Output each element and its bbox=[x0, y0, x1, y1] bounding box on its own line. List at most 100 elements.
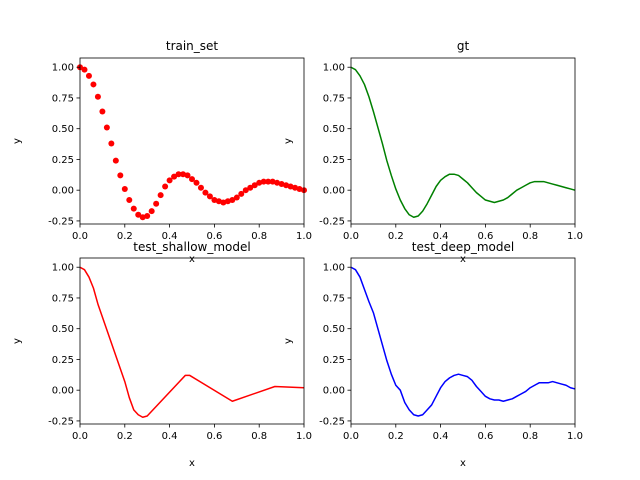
x-tick-label: 0.8 bbox=[522, 231, 538, 242]
data-point bbox=[153, 200, 160, 207]
subplot-gt: gt 0.0 0.2 0.4 0.6 0.8 1.0-0.250.000.250.500.… bbox=[283, 39, 583, 265]
data-point bbox=[90, 81, 97, 88]
x-tick-label: 0.4 bbox=[162, 231, 178, 242]
x-tick-label: 0.8 bbox=[251, 231, 267, 242]
subplot-test-shallow-model: test_shallow_model 0.0 0.2 0.4 0.6 0.8 1.0 -0.… bbox=[12, 240, 312, 469]
y-axis-label: y bbox=[283, 138, 294, 144]
data-point bbox=[206, 193, 213, 200]
y-tick-label: 0.00 bbox=[323, 186, 345, 197]
data-point bbox=[242, 187, 249, 194]
subplot-title: gt bbox=[457, 39, 470, 53]
x-tick-label: 0.8 bbox=[522, 431, 538, 442]
y-tick-label: 1.00 bbox=[52, 63, 74, 74]
y-axis-label: y bbox=[283, 338, 294, 344]
x-tick-label: 0.4 bbox=[433, 231, 449, 242]
y-tick-label: 0.50 bbox=[323, 324, 345, 335]
data-point bbox=[112, 157, 119, 164]
data-point bbox=[94, 93, 101, 100]
data-point bbox=[81, 66, 88, 73]
x-tick-label: 1.0 bbox=[296, 231, 312, 242]
subplot-train-set: train_set 0.0 0.2 0.4 0.6 0.8 1.0 -0.25 0.00 0.2… bbox=[12, 39, 312, 265]
data-point bbox=[166, 177, 173, 184]
plot-area: 0.0 0.2 0.4 0.6 0.8 1.0 -0.25 0.00 0.25 0.50 0.75 1… bbox=[48, 57, 312, 242]
y-tick-label: 0.75 bbox=[323, 93, 345, 104]
x-tick-label: 0.6 bbox=[477, 431, 493, 442]
y-tick-label: -0.25 bbox=[48, 216, 74, 227]
y-tick-label: 1.00 bbox=[323, 63, 345, 74]
x-axis-label: x bbox=[189, 458, 195, 469]
data-point bbox=[162, 183, 169, 190]
x-tick-label: 0.4 bbox=[162, 431, 178, 442]
scatter-series bbox=[77, 64, 307, 221]
axes-frame bbox=[79, 257, 305, 425]
data-point bbox=[197, 184, 204, 191]
y-tick-label: 0.50 bbox=[52, 124, 74, 135]
x-tick-label: 0.6 bbox=[206, 231, 222, 242]
data-point bbox=[251, 182, 258, 189]
x-tick-label: 1.0 bbox=[567, 431, 583, 442]
y-tick-label: 0.50 bbox=[52, 324, 74, 335]
x-tick-label: 0.2 bbox=[117, 231, 133, 242]
data-point bbox=[85, 72, 92, 79]
x-axis-label: x bbox=[460, 458, 466, 469]
data-point bbox=[247, 184, 254, 191]
y-tick-label: 0.25 bbox=[52, 355, 74, 366]
subplot-title: train_set bbox=[166, 39, 219, 53]
y-tick-label: 0.25 bbox=[323, 355, 345, 366]
x-tick-label: 0.0 bbox=[72, 231, 88, 242]
data-point bbox=[157, 192, 164, 199]
x-axis-label: x bbox=[460, 254, 466, 265]
y-tick-label: 0.75 bbox=[323, 293, 345, 304]
x-axis-label: x bbox=[189, 254, 195, 265]
y-tick-label: 0.50 bbox=[323, 124, 345, 135]
data-point bbox=[184, 172, 191, 179]
y-axis-label: y bbox=[12, 138, 23, 144]
series-line bbox=[350, 66, 576, 218]
y-tick-label: -0.25 bbox=[319, 216, 345, 227]
x-tick-label: 0.6 bbox=[206, 431, 222, 442]
data-point bbox=[144, 213, 151, 220]
x-tick-label: 0.0 bbox=[343, 431, 359, 442]
data-point bbox=[238, 190, 245, 197]
data-point bbox=[171, 173, 178, 180]
data-point bbox=[148, 208, 155, 215]
data-point bbox=[233, 194, 240, 201]
data-point bbox=[121, 185, 128, 192]
plot-area: 0.0 0.2 0.4 0.6 0.8 1.0 -0.25 0.00 0.25 0.50 0.75 1… bbox=[319, 57, 583, 242]
data-point bbox=[99, 108, 106, 115]
subplot-title: test_shallow_model bbox=[133, 240, 250, 254]
y-tick-label: 0.75 bbox=[52, 293, 74, 304]
data-point bbox=[130, 205, 137, 212]
data-point bbox=[229, 197, 236, 204]
plot-area: 0.0 0.2 0.4 0.6 0.8 1.0 -0.25 0.00 0.25 0.50 0.75 1… bbox=[319, 257, 583, 442]
data-point bbox=[135, 211, 142, 218]
data-point bbox=[108, 140, 115, 147]
y-tick-label: -0.25 bbox=[319, 416, 345, 427]
x-tick-label: 0.0 bbox=[72, 431, 88, 442]
y-tick-label: 0.00 bbox=[323, 386, 345, 397]
data-point bbox=[117, 172, 124, 179]
series-line bbox=[350, 266, 576, 417]
y-axis-label: y bbox=[12, 338, 23, 344]
axes-frame bbox=[350, 257, 576, 425]
x-tick-label: 0.0 bbox=[343, 231, 359, 242]
axes-frame bbox=[350, 57, 576, 225]
y-tick-label: 1.00 bbox=[52, 263, 74, 274]
subplot-title: test_deep_model bbox=[412, 240, 514, 254]
x-tick-label: 0.8 bbox=[251, 431, 267, 442]
axes-frame bbox=[79, 57, 305, 225]
series-line bbox=[79, 266, 305, 418]
data-point bbox=[265, 178, 272, 185]
data-point bbox=[189, 176, 195, 183]
data-point bbox=[260, 178, 267, 185]
data-point bbox=[103, 124, 110, 131]
y-tick-label: 0.25 bbox=[52, 155, 74, 166]
y-tick-label: 1.00 bbox=[323, 263, 345, 274]
y-tick-label: 0.00 bbox=[52, 186, 74, 197]
y-tick-label: -0.25 bbox=[48, 416, 74, 427]
y-tick-label: 0.75 bbox=[52, 93, 74, 104]
data-point bbox=[175, 171, 182, 178]
y-tick-label: 0.00 bbox=[52, 386, 74, 397]
